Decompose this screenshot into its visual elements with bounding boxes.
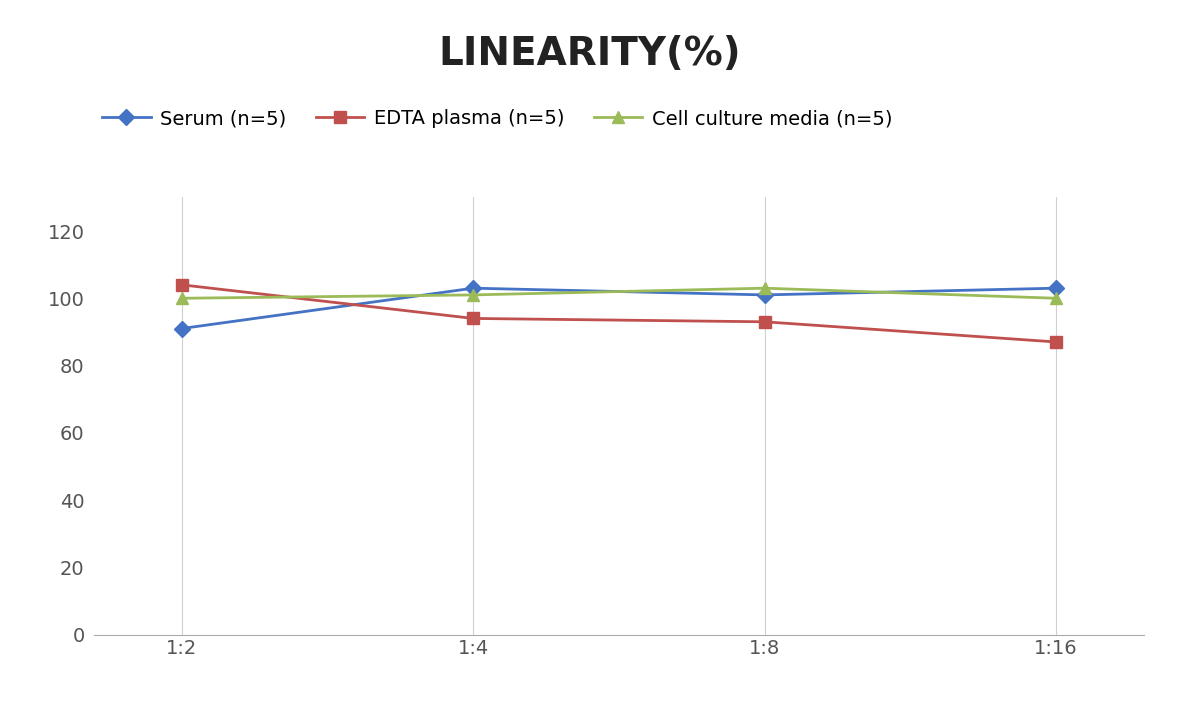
- EDTA plasma (n=5): [758, 317, 772, 326]
- Legend: Serum (n=5), EDTA plasma (n=5), Cell culture media (n=5): Serum (n=5), EDTA plasma (n=5), Cell cul…: [94, 102, 901, 136]
- Text: LINEARITY(%): LINEARITY(%): [439, 35, 740, 73]
- EDTA plasma (n=5): [1049, 338, 1063, 346]
- Cell culture media (n=5): [174, 294, 189, 302]
- Line: EDTA plasma (n=5): EDTA plasma (n=5): [176, 279, 1062, 348]
- Serum (n=5): [466, 284, 480, 293]
- EDTA plasma (n=5): [466, 314, 480, 323]
- Line: Serum (n=5): Serum (n=5): [176, 283, 1062, 334]
- Serum (n=5): [1049, 284, 1063, 293]
- Line: Cell culture media (n=5): Cell culture media (n=5): [176, 283, 1062, 304]
- Cell culture media (n=5): [758, 284, 772, 293]
- Serum (n=5): [174, 324, 189, 333]
- Serum (n=5): [758, 290, 772, 299]
- Cell culture media (n=5): [1049, 294, 1063, 302]
- EDTA plasma (n=5): [174, 281, 189, 289]
- Cell culture media (n=5): [466, 290, 480, 299]
